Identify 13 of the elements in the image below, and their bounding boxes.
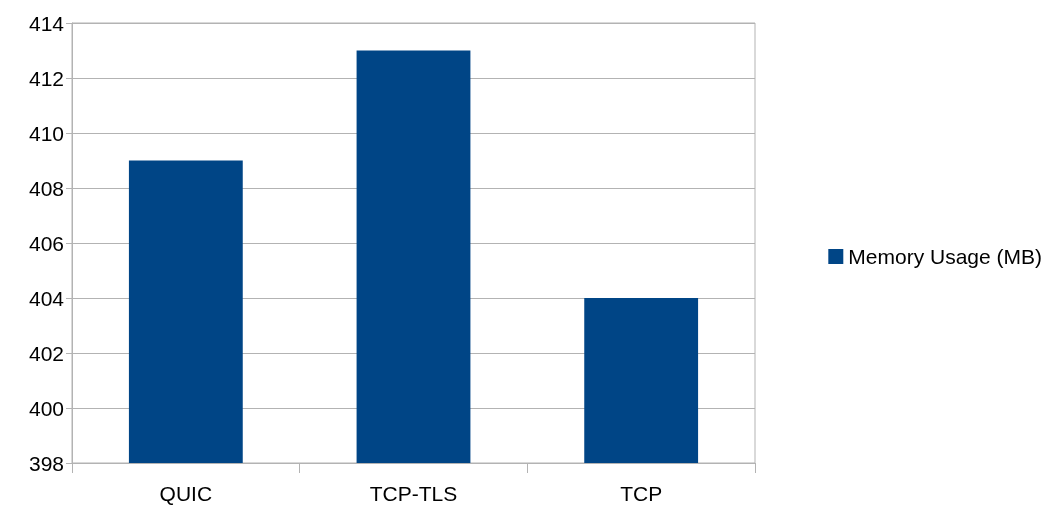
y-tick-label: 402 xyxy=(28,341,64,365)
x-tick-label: QUIC xyxy=(159,482,213,505)
y-tick-label: 408 xyxy=(28,176,64,200)
y-tick-label: 400 xyxy=(28,396,64,420)
y-tick-label: 412 xyxy=(28,66,64,90)
legend-label: Memory Usage (MB) xyxy=(848,245,1043,268)
x-tick-label: TCP xyxy=(620,482,663,505)
y-tick-label: 414 xyxy=(28,11,65,35)
y-tick-label: 404 xyxy=(28,286,65,310)
y-tick-label: 398 xyxy=(28,451,64,475)
y-tick-label: 410 xyxy=(28,121,64,145)
x-tick-label: TCP-TLS xyxy=(369,482,458,505)
y-tick-label: 406 xyxy=(28,231,64,255)
